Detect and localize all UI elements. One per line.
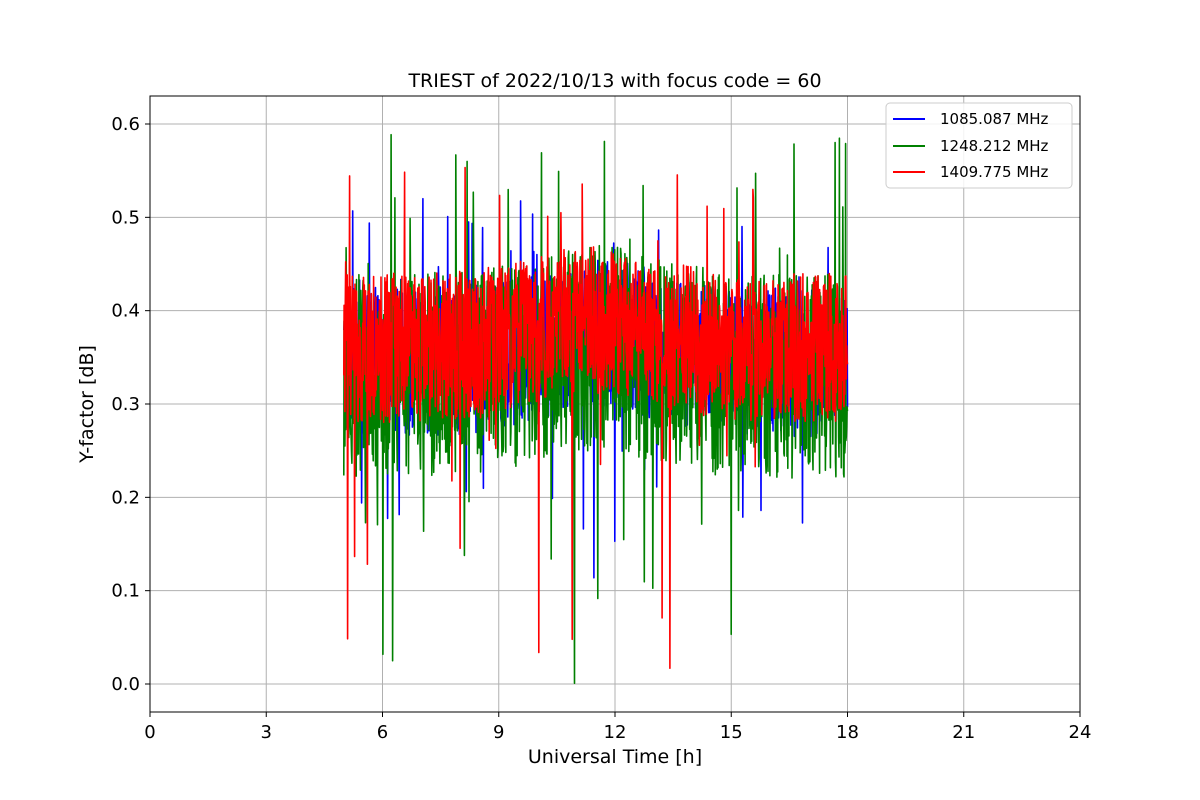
x-tick-label: 21 xyxy=(952,722,975,743)
y-tick-label: 0.2 xyxy=(111,487,140,508)
legend-box xyxy=(885,102,1073,189)
y-tick-label: 0.6 xyxy=(111,114,140,135)
legend-label-1: 1248.212 MHz xyxy=(940,137,1049,155)
y-tick-label: 0.1 xyxy=(111,581,140,602)
y-axis: 0.0 0.1 0.2 0.3 0.4 0.5 0.6 xyxy=(111,114,150,695)
y-axis-label: Y-factor [dB] xyxy=(76,345,98,464)
x-tick-label: 18 xyxy=(836,722,859,743)
series-line-2 xyxy=(342,166,849,670)
y-tick-label: 0.0 xyxy=(111,674,140,695)
series-layer xyxy=(342,133,849,685)
x-tick-label: 0 xyxy=(144,722,155,743)
legend: 1085.087 MHz 1248.212 MHz 1409.775 MHz xyxy=(885,102,1073,189)
y-tick-label: 0.5 xyxy=(111,207,140,228)
legend-label-2: 1409.775 MHz xyxy=(940,163,1049,181)
legend-label-0: 1085.087 MHz xyxy=(940,110,1049,128)
x-tick-label: 15 xyxy=(720,722,743,743)
x-tick-label: 6 xyxy=(377,722,388,743)
x-tick-label: 3 xyxy=(261,722,272,743)
y-tick-label: 0.4 xyxy=(111,301,140,322)
x-tick-label: 9 xyxy=(493,722,504,743)
x-axis: 0 3 6 9 12 15 18 21 24 xyxy=(144,712,1091,743)
chart-title: TRIEST of 2022/10/13 with focus code = 6… xyxy=(407,70,821,92)
x-axis-label: Universal Time [h] xyxy=(528,746,702,768)
x-tick-label: 12 xyxy=(604,722,627,743)
x-tick-label: 24 xyxy=(1069,722,1092,743)
y-tick-label: 0.3 xyxy=(111,394,140,415)
